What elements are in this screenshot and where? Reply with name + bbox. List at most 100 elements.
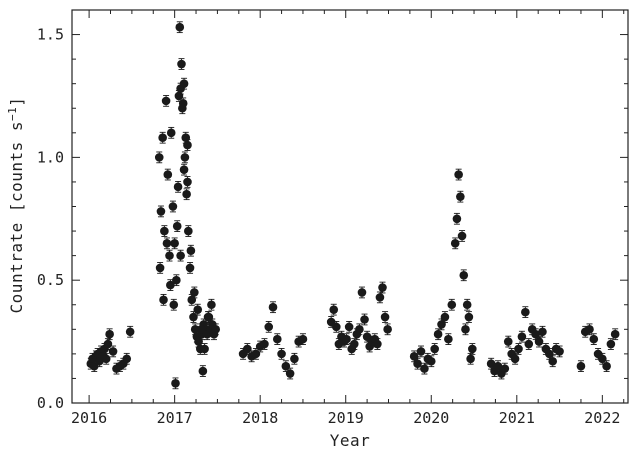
data-point (168, 202, 178, 211)
data-point (193, 305, 203, 314)
x-tick-label: 2018 (242, 409, 278, 427)
data-point (268, 302, 278, 312)
data-point (159, 295, 168, 305)
data-point (251, 349, 261, 359)
data-point (163, 170, 173, 179)
data-point (179, 165, 189, 174)
data-point (190, 325, 200, 334)
data-point (155, 263, 165, 273)
y-axis-title-main: Countrate [counts s (7, 121, 26, 314)
data-point (357, 288, 367, 297)
y-tick-label: 0.5 (37, 271, 64, 289)
data-point (440, 312, 450, 322)
data-point (433, 329, 443, 339)
x-tick-label: 2019 (328, 409, 364, 427)
y-tick-label: 0.0 (37, 394, 64, 412)
data-point (555, 347, 564, 356)
data-point (464, 312, 474, 322)
data-point (610, 329, 620, 339)
data-point (177, 59, 186, 69)
data-point (452, 214, 462, 224)
data-point (196, 325, 206, 334)
data-point (101, 354, 111, 364)
data-point (457, 231, 467, 241)
data-point (510, 354, 520, 364)
data-point (285, 369, 295, 378)
data-point (355, 325, 364, 334)
data-point (122, 354, 132, 364)
data-point (416, 347, 426, 356)
data-point (514, 344, 523, 354)
data-point (589, 334, 599, 344)
x-tick-label: 2016 (71, 409, 107, 427)
data-point (486, 359, 496, 369)
data-point (176, 251, 185, 260)
data-point (576, 361, 586, 371)
y-tick-label: 1.0 (37, 148, 64, 166)
data-point (194, 337, 203, 346)
data-point (548, 356, 558, 366)
data-point (281, 361, 291, 371)
data-point (198, 366, 208, 376)
data-point (277, 349, 286, 359)
data-point (156, 207, 166, 216)
x-tick-label: 2017 (157, 409, 193, 427)
data-point (175, 22, 185, 32)
data-point (430, 344, 439, 354)
data-point (409, 352, 419, 361)
data-point (466, 354, 475, 364)
data-point (534, 337, 544, 346)
data-point (154, 153, 164, 162)
data-point (585, 325, 594, 334)
data-point (606, 339, 616, 349)
data-point (181, 133, 191, 143)
y-axis-title-exponent: −1 (6, 107, 19, 121)
y-axis-title-close: ] (7, 97, 26, 107)
data-point (166, 280, 175, 290)
y-axis-title: Countrate [counts s−1] (6, 97, 26, 314)
data-point (180, 153, 190, 162)
data-point (454, 170, 463, 179)
data-point (342, 334, 351, 344)
data-point (189, 312, 198, 322)
y-axis-ticks: 0.0 0.5 1.0 1.5 (37, 26, 628, 412)
data-point (298, 334, 308, 344)
data-point (187, 295, 197, 305)
data-point (517, 332, 527, 341)
data-point (178, 103, 187, 113)
data-point (531, 329, 540, 339)
data-point (360, 315, 369, 324)
x-axis-ticks: 2016 2017 2018 2019 2020 2021 2022 (71, 10, 625, 427)
data-point (329, 305, 339, 314)
y-tick-label: 1.5 (37, 26, 64, 44)
data-point (264, 322, 274, 332)
data-point (183, 140, 192, 150)
data-point (170, 239, 179, 248)
data-point (290, 354, 299, 364)
data-point (375, 293, 385, 302)
data-point (413, 359, 422, 369)
data-point (185, 263, 195, 273)
data-point (503, 337, 513, 346)
x-tick-label: 2021 (499, 409, 535, 427)
data-point (461, 325, 470, 334)
data-point (272, 334, 282, 344)
data-point (373, 339, 382, 349)
data-points (86, 22, 620, 388)
data-point (184, 226, 193, 236)
data-point (437, 320, 446, 329)
data-point (468, 344, 477, 354)
data-point (493, 361, 503, 371)
data-point (165, 251, 174, 260)
data-point (450, 239, 460, 248)
data-point (602, 361, 611, 371)
data-point (444, 334, 453, 344)
data-point (161, 96, 171, 106)
data-point (179, 79, 189, 88)
x-tick-label: 2022 (584, 409, 620, 427)
data-point (108, 347, 118, 356)
data-point (162, 239, 172, 248)
data-point (174, 91, 184, 101)
data-point (459, 270, 469, 280)
